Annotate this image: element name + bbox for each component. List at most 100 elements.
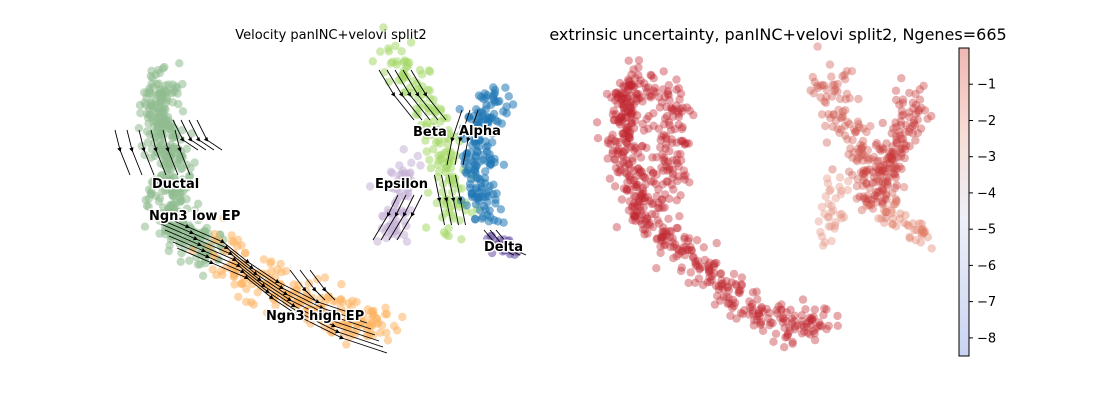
uncertainty-point (723, 282, 733, 291)
uncertainty-point (771, 329, 781, 338)
uncertainty-point (898, 98, 908, 108)
uncertainty-point (842, 67, 851, 76)
uncertainty-point (757, 302, 766, 312)
uncertainty-point (829, 110, 838, 119)
uncertainty-point (875, 177, 884, 186)
uncertainty-point (657, 163, 666, 172)
uncertainty-point (846, 144, 855, 153)
uncertainty-point (895, 214, 904, 224)
velocity-point-beta (436, 106, 445, 116)
uncertainty-point (889, 124, 898, 133)
velocity-point-alpha (480, 178, 490, 188)
uncertainty-point (783, 329, 793, 338)
uncertainty-point (622, 156, 631, 165)
uncertainty-point (837, 186, 846, 196)
uncertainty-point (684, 245, 693, 255)
uncertainty-point (887, 155, 897, 164)
uncertainty-point (862, 179, 871, 189)
uncertainty-point (840, 70, 849, 80)
uncertainty-point (891, 183, 900, 193)
uncertainty-point (689, 252, 698, 261)
velocity-point-beta (424, 66, 434, 75)
uncertainty-point (920, 106, 930, 115)
cluster-label-ngn3-high-ep: Ngn3 high EP (266, 309, 364, 324)
uncertainty-point (874, 167, 884, 177)
uncertainty-point (678, 122, 687, 132)
uncertainty-point (626, 109, 636, 119)
uncertainty-point (821, 192, 830, 201)
uncertainty-point (609, 106, 618, 115)
uncertainty-point (911, 100, 921, 110)
uncertainty-point (677, 263, 686, 272)
velocity-point-alpha (470, 130, 479, 139)
uncertainty-point (808, 315, 817, 324)
uncertainty-point (823, 212, 833, 222)
velocity-point-ngn3-high-ep (331, 297, 340, 306)
uncertainty-point (911, 136, 920, 145)
uncertainty-point (886, 151, 895, 161)
uncertainty-point (635, 197, 644, 207)
velocity-point-ngn3-high-ep (249, 300, 258, 309)
velocity-point-ductal (165, 171, 174, 180)
uncertainty-point (677, 107, 687, 116)
velocity-point-ngn3-low-ep (198, 271, 208, 280)
velocity-point-alpha (481, 167, 490, 176)
uncertainty-point (817, 322, 827, 331)
uncertainty-point (776, 313, 785, 323)
uncertainty-point (634, 56, 644, 65)
uncertainty-point (917, 226, 927, 235)
velocity-point-alpha (485, 206, 494, 215)
uncertainty-point (668, 237, 677, 247)
uncertainty-point (772, 309, 782, 318)
velocity-point-alpha (499, 160, 509, 169)
velocity-point-ngn3-high-ep (376, 328, 385, 337)
uncertainty-point (827, 208, 836, 217)
uncertainty-point (805, 330, 815, 339)
uncertainty-point (830, 224, 839, 233)
uncertainty-point (709, 262, 719, 271)
uncertainty-point (899, 183, 909, 192)
uncertainty-point (868, 179, 877, 188)
uncertainty-point (756, 317, 766, 327)
velocity-point-beta (425, 155, 434, 165)
uncertainty-point (678, 137, 687, 146)
uncertainty-point (644, 124, 653, 133)
uncertainty-point (910, 120, 920, 130)
uncertainty-point (665, 227, 674, 236)
uncertainty-point (624, 171, 634, 181)
uncertainty-point (915, 219, 924, 228)
uncertainty-point (625, 80, 634, 90)
uncertainty-point (675, 104, 685, 114)
uncertainty-point (820, 97, 829, 106)
velocity-point-ductal (187, 129, 197, 138)
uncertainty-point (927, 111, 936, 121)
colorbar-gradient (958, 47, 970, 357)
uncertainty-point (831, 194, 840, 203)
uncertainty-point (615, 168, 624, 177)
uncertainty-point (668, 173, 677, 182)
uncertainty-point (624, 77, 633, 86)
velocity-point-ductal (175, 59, 184, 68)
uncertainty-point (643, 192, 653, 202)
uncertainty-point (774, 302, 783, 311)
uncertainty-point (817, 232, 827, 241)
uncertainty-point (617, 195, 627, 204)
uncertainty-point (870, 191, 879, 200)
uncertainty-point (619, 94, 628, 103)
uncertainty-point (636, 166, 645, 175)
uncertainty-point (668, 169, 678, 178)
uncertainty-point (838, 112, 848, 121)
uncertainty-point (895, 131, 904, 140)
uncertainty-point (816, 81, 825, 91)
uncertainty-point (892, 95, 901, 105)
uncertainty-point (726, 311, 735, 320)
uncertainty-point (648, 153, 657, 162)
uncertainty-point (608, 146, 618, 156)
velocity-point-ngn3-high-ep (242, 297, 251, 306)
uncertainty-point (691, 257, 700, 266)
uncertainty-point (908, 122, 917, 131)
uncertainty-point (639, 225, 648, 234)
uncertainty-point (908, 98, 918, 107)
colorbar-tick-label: −1 (977, 78, 996, 93)
uncertainty-point (777, 305, 786, 314)
